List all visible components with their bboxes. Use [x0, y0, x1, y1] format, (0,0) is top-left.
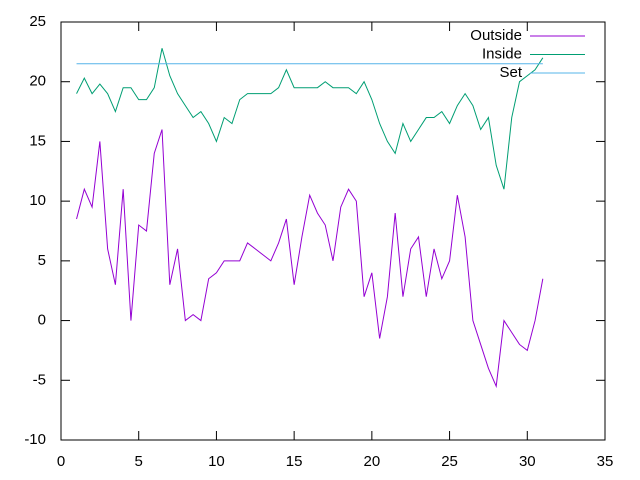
plot-border: [60, 21, 606, 441]
series-line: [76, 129, 544, 389]
series-line: [76, 48, 544, 190]
y-tick-label: 10: [29, 192, 46, 209]
y-tick-label: -5: [33, 371, 46, 388]
x-tick-label: 0: [57, 453, 65, 470]
x-tick-label: 5: [135, 453, 143, 470]
x-tick-label: 10: [208, 453, 225, 470]
legend-label: Inside: [482, 45, 522, 62]
y-tick-label: 25: [29, 13, 46, 30]
x-tick-label: 35: [597, 453, 614, 470]
x-tick-label: 25: [441, 453, 458, 470]
legend-label: Outside: [470, 27, 522, 44]
y-tick-label: 0: [38, 312, 46, 329]
y-tick-label: -10: [24, 431, 46, 448]
x-tick-label: 20: [364, 453, 381, 470]
y-tick-label: 15: [29, 132, 46, 149]
x-tick-label: 15: [286, 453, 303, 470]
y-tick-label: 5: [38, 252, 46, 269]
y-tick-label: 20: [29, 73, 46, 90]
x-tick-label: 30: [519, 453, 536, 470]
legend-label: Set: [499, 64, 522, 81]
